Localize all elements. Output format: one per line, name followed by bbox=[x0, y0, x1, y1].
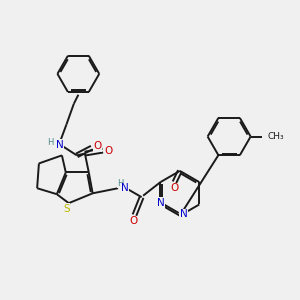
Text: H: H bbox=[47, 138, 53, 147]
Text: CH₃: CH₃ bbox=[268, 132, 284, 141]
Text: H: H bbox=[117, 179, 123, 188]
Text: N: N bbox=[157, 198, 164, 208]
Text: O: O bbox=[104, 146, 112, 156]
Text: O: O bbox=[130, 216, 138, 226]
Text: O: O bbox=[170, 183, 178, 193]
Text: N: N bbox=[180, 209, 187, 219]
Text: N: N bbox=[56, 140, 64, 150]
Text: N: N bbox=[121, 183, 128, 193]
Text: O: O bbox=[93, 141, 101, 151]
Text: S: S bbox=[63, 203, 70, 214]
